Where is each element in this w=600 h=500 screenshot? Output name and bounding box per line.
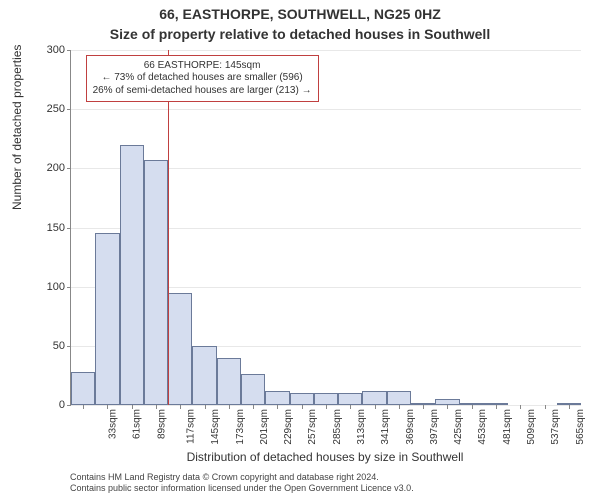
y-tick-mark [67,405,71,406]
gridline [71,50,581,51]
x-tick-label: 257sqm [308,409,319,445]
x-tick-label: 61sqm [132,409,143,439]
x-tick-label: 285sqm [332,409,343,445]
histogram-bar [387,391,411,405]
x-tick-label: 173sqm [235,409,246,445]
x-tick-label: 89sqm [156,409,167,439]
x-tick-label: 397sqm [429,409,440,445]
x-tick-label: 481sqm [502,409,513,445]
x-tick-mark [302,405,303,409]
histogram-bar [144,160,168,405]
histogram-bar [217,358,241,405]
footnote-line-2: Contains public sector information licen… [70,483,414,493]
x-tick-label: 565sqm [575,409,586,445]
x-tick-mark [520,405,521,409]
histogram-bar [241,374,265,405]
x-tick-mark [83,405,84,409]
x-tick-mark [205,405,206,409]
histogram-bar [314,393,338,405]
y-tick-label: 150 [47,222,65,234]
y-tick-mark [67,109,71,110]
x-tick-mark [423,405,424,409]
histogram-bar [71,372,95,405]
x-tick-label: 509sqm [526,409,537,445]
y-tick-mark [67,50,71,51]
y-tick-label: 200 [47,162,65,174]
x-tick-mark [132,405,133,409]
x-tick-label: 33sqm [108,409,119,439]
x-tick-mark [447,405,448,409]
chart-footnote: Contains HM Land Registry data © Crown c… [70,472,414,494]
x-tick-label: 117sqm [185,409,196,444]
y-tick-label: 0 [59,399,65,411]
histogram-bar [290,393,314,405]
x-tick-mark [472,405,473,409]
x-tick-label: 425sqm [453,409,464,445]
x-tick-mark [253,405,254,409]
x-tick-label: 453sqm [478,409,489,445]
x-tick-label: 313sqm [356,409,367,445]
y-tick-mark [67,346,71,347]
y-tick-mark [67,168,71,169]
y-tick-mark [67,228,71,229]
annotation-line: ← 73% of detached houses are smaller (59… [93,72,312,85]
x-tick-mark [545,405,546,409]
histogram-bar [95,233,119,405]
histogram-bar [338,393,362,405]
gridline [71,109,581,110]
chart-title-main: 66, EASTHORPE, SOUTHWELL, NG25 0HZ [0,6,600,22]
histogram-bar [192,346,216,405]
chart-title-sub: Size of property relative to detached ho… [0,26,600,42]
histogram-bar [168,293,192,405]
x-tick-mark [326,405,327,409]
x-tick-mark [107,405,108,409]
x-tick-mark [350,405,351,409]
x-tick-mark [156,405,157,409]
y-tick-label: 100 [47,281,65,293]
x-axis-label: Distribution of detached houses by size … [70,450,580,464]
x-tick-label: 341sqm [380,409,391,445]
x-tick-mark [180,405,181,409]
y-tick-label: 300 [47,44,65,56]
x-tick-label: 145sqm [210,409,221,445]
annotation-line: 26% of semi-detached houses are larger (… [93,85,312,98]
annotation-line: 66 EASTHORPE: 145sqm [93,60,312,73]
footnote-line-1: Contains HM Land Registry data © Crown c… [70,472,379,482]
x-tick-mark [399,405,400,409]
x-tick-label: 229sqm [283,409,294,445]
y-tick-label: 250 [47,103,65,115]
x-tick-mark [229,405,230,409]
x-tick-label: 201sqm [259,409,270,445]
chart-plot-area: 05010015020025030033sqm61sqm89sqm117sqm1… [70,50,581,406]
y-axis-label: Number of detached properties [10,45,24,210]
histogram-bar [362,391,386,405]
x-tick-label: 537sqm [550,409,561,445]
reference-line [168,50,169,405]
y-tick-label: 50 [53,340,65,352]
x-tick-mark [569,405,570,409]
x-tick-mark [496,405,497,409]
x-tick-mark [277,405,278,409]
x-tick-mark [375,405,376,409]
histogram-bar [120,145,144,405]
y-tick-mark [67,287,71,288]
histogram-bar [265,391,289,405]
annotation-box: 66 EASTHORPE: 145sqm← 73% of detached ho… [86,55,319,103]
x-tick-label: 369sqm [405,409,416,445]
